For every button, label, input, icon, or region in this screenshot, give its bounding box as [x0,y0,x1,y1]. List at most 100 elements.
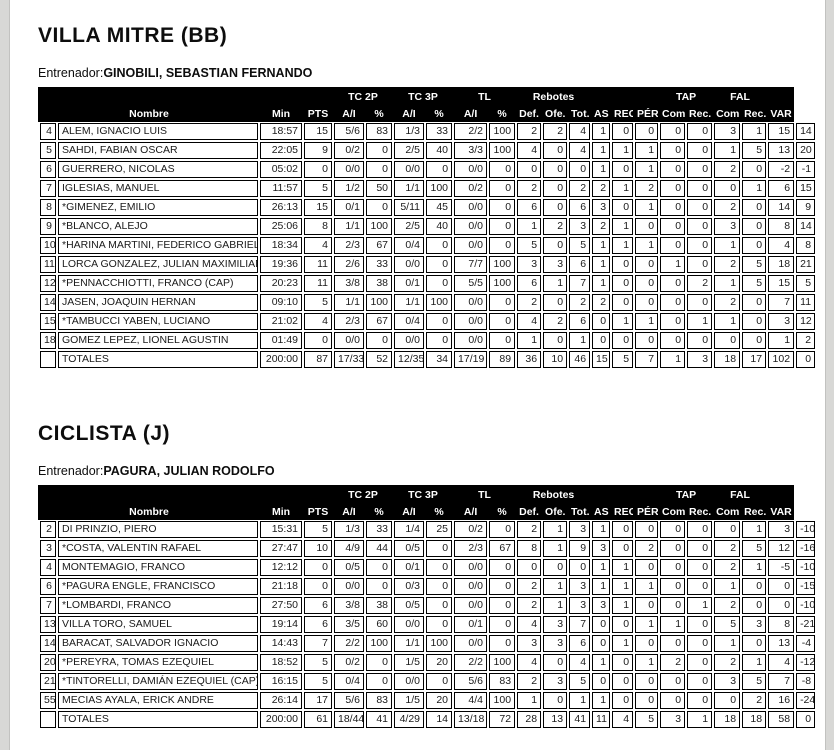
stat-cell: 0/5 [394,540,425,557]
stat-cell: 1 [687,711,713,728]
stat-cell: 1 [592,123,611,140]
stat-cell: 1 [714,142,741,159]
stat-cell: 0 [742,294,767,311]
stat-cell: 0 [612,692,634,709]
player-row: 55 MECIAS AYALA, ERICK ANDRE 26:14 17 5/6 83 1… [40,692,816,709]
stat-cell: 09:10 [260,294,302,311]
stat-cell: 8 [517,540,542,557]
stat-cell: 0 [489,635,516,652]
stat-cell: 1/1 [394,180,425,197]
stat-cell: 0 [714,692,741,709]
stat-cell: 0 [426,578,453,595]
stat-cell: 17 [304,692,332,709]
column-header: % [374,505,384,518]
stat-cell: 5 [569,237,591,254]
stat-cell: 1 [592,237,611,254]
stat-cell: 14:43 [260,635,302,652]
stat-cell: 1 [592,559,611,576]
stat-cell: 0/1 [334,199,364,216]
stat-cell: 0 [612,654,634,671]
stat-cell: 8 [768,616,795,633]
stat-cell: 1/3 [334,521,364,538]
stat-cell: 0/0 [454,597,488,614]
stat-cell: 0 [635,332,659,349]
stat-cell: 15 [304,199,332,216]
stat-cell: 0 [687,692,713,709]
stat-cell: 0 [569,161,591,178]
column-header-nombre: Nombre [129,107,169,120]
stat-cell: 0 [426,616,453,633]
stat-cell: 18:52 [260,654,302,671]
stat-cell: 4 [517,616,542,633]
stat-cell: 5/11 [394,199,425,216]
stat-cell: -24 [796,692,816,709]
stat-cell: 3 [714,673,741,690]
stat-cell: 0 [660,123,686,140]
column-group-header: TAP [675,90,697,103]
stat-cell: 2 [714,540,741,557]
column-group-header: FAL [730,90,750,103]
stat-cell: 7 [768,673,795,690]
stat-cell: 100 [489,275,516,292]
jersey-number: 10 [40,237,56,254]
stat-cell: 83 [489,673,516,690]
stat-cell: 0 [304,161,332,178]
stat-cell: 5/6 [454,673,488,690]
stat-cell: 8 [304,218,332,235]
player-name: *PAGURA ENGLE, FRANCISCO [58,578,258,595]
column-header: Rec. [689,505,712,518]
stat-cell: 17/19 [454,351,488,368]
totals-row: TOTALES 200:00 87 17/33 52 12/35 34 17/19 89 36 10… [40,351,816,368]
stat-cell: 33 [366,256,393,273]
stat-cell: 0 [426,673,453,690]
player-row: 11 LORCA GONZALEZ, JULIAN MAXIMILIANO 19:3… [40,256,816,273]
player-row: 4 MONTEMAGIO, FRANCO 12:12 0 0/5 0 0/1 0 0/0 0 0 0 0… [40,559,816,576]
stat-cell: 0 [635,692,659,709]
jersey-number: 4 [40,123,56,140]
stat-cell: 0/2 [454,180,488,197]
stat-cell: 100 [366,218,393,235]
stat-cell: 26:13 [260,199,302,216]
player-row: 14 JASEN, JOAQUIN HERNAN 09:10 5 1/1 100 1/1 10… [40,294,816,311]
jersey-number: 7 [40,597,56,614]
stat-cell: 0 [366,332,393,349]
stat-cell: 3 [543,635,568,652]
stat-cell: 0 [742,597,767,614]
stat-cell: 1 [612,142,634,159]
stat-cell: 0/0 [454,313,488,330]
stat-cell: 100 [489,256,516,273]
stat-cell: 25 [426,521,453,538]
column-group-header: TL [478,488,491,501]
stat-cell: 17/33 [334,351,364,368]
stat-cell: 15:31 [260,521,302,538]
stat-cell: 5 [304,521,332,538]
player-name: *PEREYRA, TOMAS EZEQUIEL [58,654,258,671]
jersey-number: 15 [40,313,56,330]
stat-cell: 0/3 [394,578,425,595]
column-header: Tot. [571,107,590,120]
stat-cell: 0 [687,180,713,197]
stat-cell: 9 [796,199,816,216]
jersey-number: 3 [40,540,56,557]
player-name: JASEN, JOAQUIN HERNAN [58,294,258,311]
stat-cell: 60 [366,616,393,633]
stat-cell: 0/0 [334,332,364,349]
stat-cell: 3 [543,616,568,633]
stat-cell: 102 [768,351,795,368]
player-row: 15 *TAMBUCCI YABEN, LUCIANO 21:02 4 2/3 67 0/4… [40,313,816,330]
stat-cell: 1 [742,123,767,140]
player-row: 4 ALEM, IGNACIO LUIS 18:57 15 5/6 83 1/3 33 2/2 1… [40,123,816,140]
stat-cell: 4/4 [454,692,488,709]
stats-table-wrap: TC 2P TC 3P TL Rebotes TAP FAL Nombre Min PTS A/I… [38,485,817,730]
player-row: 10 *HARINA MARTINI, FEDERICO GABRIEL 18:34… [40,237,816,254]
stat-cell: 0 [635,123,659,140]
stat-cell: 2 [714,559,741,576]
stat-cell: 3 [517,256,542,273]
player-row: 6 GUERRERO, NICOLAS 05:02 0 0/0 0 0/0 0 0/0 0 0 0 0 1… [40,161,816,178]
stat-cell: 5 [304,180,332,197]
stat-cell: 18:57 [260,123,302,140]
stat-cell: 0 [768,597,795,614]
stat-cell: 4 [768,237,795,254]
stat-cell: 5 [304,654,332,671]
stat-cell: 9 [304,142,332,159]
